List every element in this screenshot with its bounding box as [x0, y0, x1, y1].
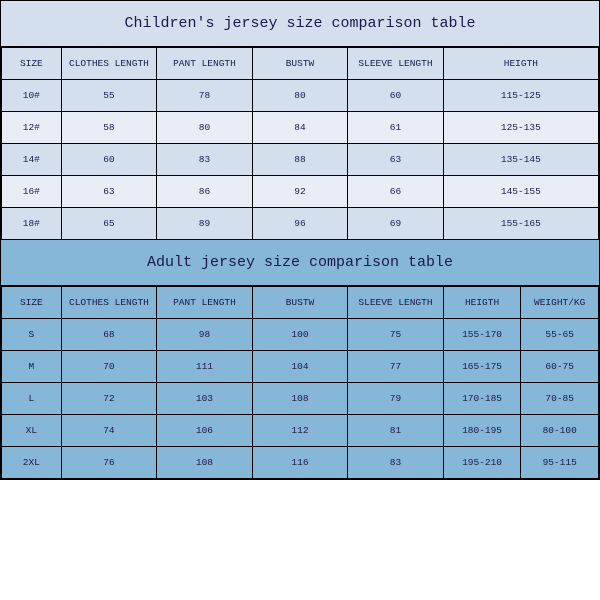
cell: 10#: [2, 80, 62, 112]
size-chart-container: Children's jersey size comparison table …: [0, 0, 600, 480]
cell: 180-195: [443, 415, 521, 447]
cell: 61: [348, 112, 444, 144]
cell: 89: [157, 208, 253, 240]
cell: 83: [157, 144, 253, 176]
cell: XL: [2, 415, 62, 447]
cell: 100: [252, 319, 348, 351]
cell: 125-135: [443, 112, 598, 144]
col-header: PANT LENGTH: [157, 287, 253, 319]
cell: 165-175: [443, 351, 521, 383]
cell: M: [2, 351, 62, 383]
cell: 66: [348, 176, 444, 208]
cell: 68: [61, 319, 157, 351]
col-header: BUSTW: [252, 287, 348, 319]
cell: 70: [61, 351, 157, 383]
col-header: CLOTHES LENGTH: [61, 48, 157, 80]
col-header: HEIGTH: [443, 48, 598, 80]
cell: 72: [61, 383, 157, 415]
table-row: 10# 55 78 80 60 115-125: [2, 80, 599, 112]
cell: 69: [348, 208, 444, 240]
cell: 60: [61, 144, 157, 176]
col-header: BUSTW: [252, 48, 348, 80]
adult-header-row: SIZE CLOTHES LENGTH PANT LENGTH BUSTW SL…: [2, 287, 599, 319]
cell: 96: [252, 208, 348, 240]
cell: 74: [61, 415, 157, 447]
table-row: S 68 98 100 75 155-170 55-65: [2, 319, 599, 351]
cell: 108: [157, 447, 253, 479]
cell: 106: [157, 415, 253, 447]
table-row: 2XL 76 108 116 83 195-210 95-115: [2, 447, 599, 479]
cell: 70-85: [521, 383, 599, 415]
cell: 63: [348, 144, 444, 176]
cell: 55: [61, 80, 157, 112]
table-row: XL 74 106 112 81 180-195 80-100: [2, 415, 599, 447]
cell: 60: [348, 80, 444, 112]
cell: 95-115: [521, 447, 599, 479]
cell: 88: [252, 144, 348, 176]
col-header: CLOTHES LENGTH: [61, 287, 157, 319]
cell: 55-65: [521, 319, 599, 351]
cell: 76: [61, 447, 157, 479]
cell: 170-185: [443, 383, 521, 415]
cell: 80: [252, 80, 348, 112]
cell: 60-75: [521, 351, 599, 383]
col-header: SIZE: [2, 48, 62, 80]
cell: 116: [252, 447, 348, 479]
cell: 135-145: [443, 144, 598, 176]
adult-title: Adult jersey size comparison table: [1, 240, 599, 286]
cell: 63: [61, 176, 157, 208]
cell: 103: [157, 383, 253, 415]
col-header: HEIGTH: [443, 287, 521, 319]
cell: 98: [157, 319, 253, 351]
cell: 195-210: [443, 447, 521, 479]
cell: 104: [252, 351, 348, 383]
table-row: 16# 63 86 92 66 145-155: [2, 176, 599, 208]
cell: 12#: [2, 112, 62, 144]
cell: 155-170: [443, 319, 521, 351]
cell: 77: [348, 351, 444, 383]
cell: 108: [252, 383, 348, 415]
children-header-row: SIZE CLOTHES LENGTH PANT LENGTH BUSTW SL…: [2, 48, 599, 80]
cell: 145-155: [443, 176, 598, 208]
cell: 65: [61, 208, 157, 240]
cell: 115-125: [443, 80, 598, 112]
cell: 81: [348, 415, 444, 447]
cell: S: [2, 319, 62, 351]
table-row: 12# 58 80 84 61 125-135: [2, 112, 599, 144]
table-row: 18# 65 89 96 69 155-165: [2, 208, 599, 240]
col-header: SLEEVE LENGTH: [348, 48, 444, 80]
cell: 111: [157, 351, 253, 383]
cell: 58: [61, 112, 157, 144]
col-header: PANT LENGTH: [157, 48, 253, 80]
cell: 78: [157, 80, 253, 112]
cell: 14#: [2, 144, 62, 176]
table-row: L 72 103 108 79 170-185 70-85: [2, 383, 599, 415]
cell: 80-100: [521, 415, 599, 447]
table-row: M 70 111 104 77 165-175 60-75: [2, 351, 599, 383]
cell: 84: [252, 112, 348, 144]
cell: 2XL: [2, 447, 62, 479]
cell: 155-165: [443, 208, 598, 240]
cell: 112: [252, 415, 348, 447]
cell: 86: [157, 176, 253, 208]
children-title: Children's jersey size comparison table: [1, 1, 599, 47]
col-header: WEIGHT/KG: [521, 287, 599, 319]
cell: 16#: [2, 176, 62, 208]
cell: 79: [348, 383, 444, 415]
cell: 92: [252, 176, 348, 208]
table-row: 14# 60 83 88 63 135-145: [2, 144, 599, 176]
cell: 18#: [2, 208, 62, 240]
cell: 75: [348, 319, 444, 351]
children-table: SIZE CLOTHES LENGTH PANT LENGTH BUSTW SL…: [1, 47, 599, 240]
col-header: SIZE: [2, 287, 62, 319]
adult-table: SIZE CLOTHES LENGTH PANT LENGTH BUSTW SL…: [1, 286, 599, 479]
cell: 80: [157, 112, 253, 144]
col-header: SLEEVE LENGTH: [348, 287, 444, 319]
cell: L: [2, 383, 62, 415]
cell: 83: [348, 447, 444, 479]
